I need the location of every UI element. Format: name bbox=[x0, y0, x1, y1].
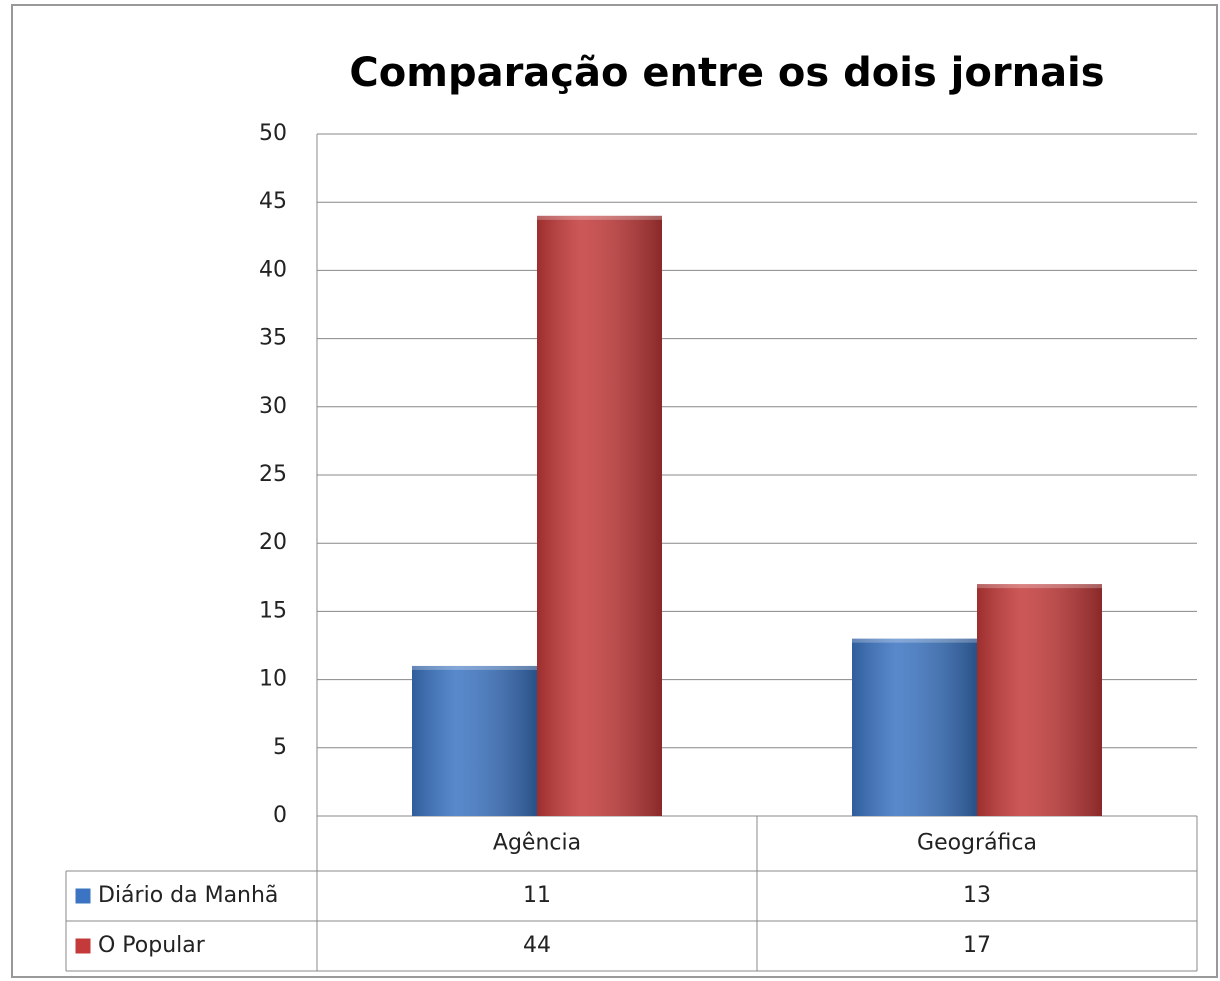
y-tick-label: 5 bbox=[273, 735, 287, 760]
legend-label: O Popular bbox=[98, 933, 206, 958]
y-tick-label: 25 bbox=[259, 462, 287, 487]
bar-cap bbox=[537, 215, 662, 220]
y-tick-label: 0 bbox=[273, 803, 287, 828]
chart-title: Comparação entre os dois jornais bbox=[349, 50, 1104, 96]
bar-shading bbox=[977, 584, 1102, 816]
legend-label: Diário da Manhã bbox=[98, 883, 278, 908]
y-tick-label: 10 bbox=[259, 667, 287, 692]
x-tick-label: Geográfica bbox=[917, 831, 1037, 856]
x-tick-label: Agência bbox=[493, 831, 581, 856]
y-tick-label: 40 bbox=[259, 257, 287, 282]
y-tick-label: 35 bbox=[259, 326, 287, 351]
table-value: 44 bbox=[523, 933, 551, 958]
table-value: 11 bbox=[523, 883, 551, 908]
legend-swatch bbox=[75, 938, 91, 954]
bar-shading bbox=[412, 665, 537, 816]
legend-swatch bbox=[75, 888, 91, 904]
bar-cap bbox=[852, 638, 977, 643]
bar-cap bbox=[412, 665, 537, 670]
bar-shading bbox=[852, 638, 977, 816]
table-value: 13 bbox=[963, 883, 991, 908]
table-value: 17 bbox=[963, 933, 991, 958]
y-tick-label: 45 bbox=[259, 189, 287, 214]
bar-cap bbox=[977, 584, 1102, 589]
y-tick-label: 20 bbox=[259, 530, 287, 555]
y-tick-label: 15 bbox=[259, 598, 287, 623]
bar-shading bbox=[537, 215, 662, 817]
y-tick-label: 50 bbox=[259, 121, 287, 146]
y-tick-label: 30 bbox=[259, 394, 287, 419]
